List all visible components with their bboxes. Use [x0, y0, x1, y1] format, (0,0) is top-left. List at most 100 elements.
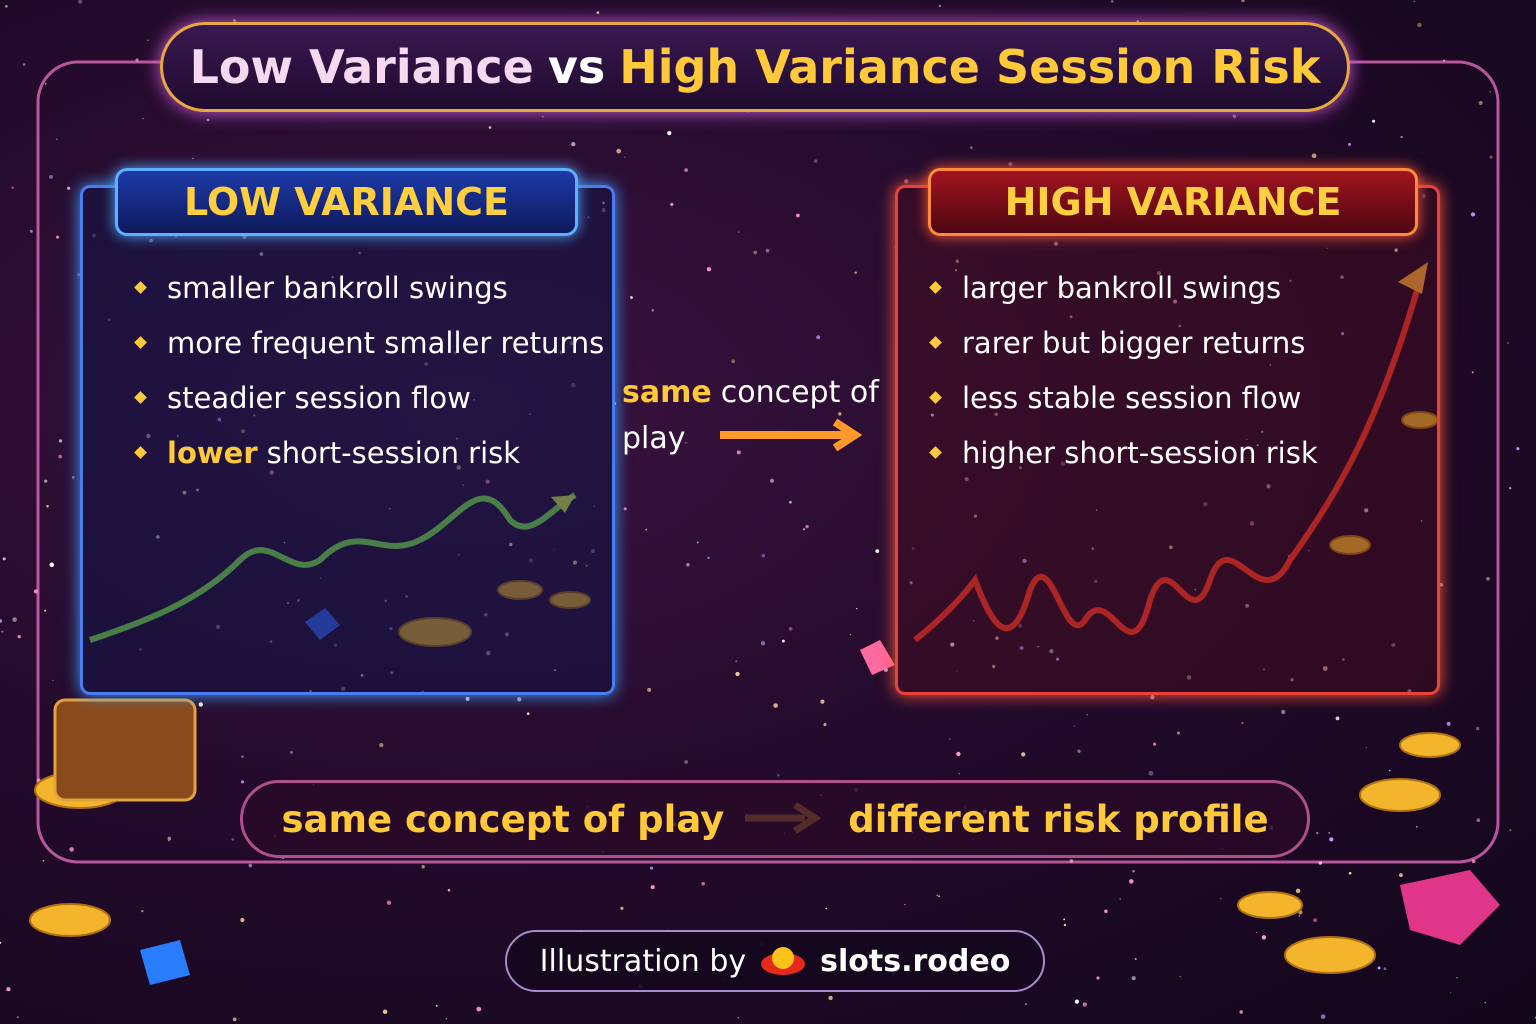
star — [1063, 923, 1067, 927]
star — [701, 881, 705, 886]
star — [856, 607, 858, 610]
star — [761, 553, 766, 558]
star — [936, 894, 939, 897]
item-text: higher short-session risk — [962, 435, 1318, 470]
star — [22, 63, 26, 66]
star — [802, 528, 806, 531]
star — [1129, 879, 1134, 884]
star — [995, 636, 999, 640]
star — [1449, 992, 1452, 994]
star — [71, 476, 75, 479]
star — [948, 738, 951, 740]
star — [52, 679, 54, 682]
star — [823, 723, 827, 727]
star — [909, 581, 913, 585]
star — [838, 412, 842, 416]
star — [231, 838, 235, 841]
footer-prefix: Illustration by — [539, 943, 747, 979]
star — [6, 987, 11, 992]
item-text: rarer but bigger returns — [962, 325, 1306, 360]
star — [1383, 967, 1387, 971]
high-trend-arrow — [1398, 262, 1428, 294]
star — [1177, 731, 1180, 735]
star — [1239, 1010, 1243, 1014]
star — [789, 500, 792, 504]
star — [78, 0, 83, 4]
list-item: lower short-session risk — [130, 425, 604, 480]
high-list: larger bankroll swings rarer but bigger r… — [925, 260, 1318, 480]
star — [488, 126, 492, 129]
star — [969, 146, 973, 150]
star — [1104, 909, 1108, 914]
star — [56, 138, 58, 140]
star — [1298, 915, 1301, 917]
star — [11, 186, 14, 189]
star — [735, 671, 740, 677]
star — [16, 1016, 19, 1019]
star — [1096, 976, 1100, 980]
center-highlight: same — [622, 375, 712, 410]
star — [849, 633, 852, 636]
star — [1022, 558, 1027, 564]
star — [1476, 726, 1480, 731]
star — [735, 660, 738, 663]
star — [526, 712, 530, 716]
star — [1509, 829, 1512, 832]
star — [972, 620, 975, 622]
star — [421, 865, 425, 869]
star — [738, 231, 740, 233]
star — [765, 248, 770, 253]
star — [1255, 931, 1258, 934]
star — [571, 141, 576, 147]
star — [814, 159, 818, 163]
star — [1037, 645, 1039, 648]
star — [1311, 153, 1317, 159]
star — [685, 442, 687, 444]
star — [667, 131, 672, 136]
star — [624, 156, 626, 159]
star — [77, 273, 81, 277]
star — [1134, 957, 1137, 961]
star — [616, 148, 622, 154]
star — [1489, 155, 1493, 159]
star — [1091, 547, 1095, 551]
star — [1372, 119, 1376, 123]
star — [596, 11, 600, 14]
item-text: steadier session flow — [167, 380, 471, 415]
star — [147, 39, 149, 42]
star — [44, 609, 47, 612]
star — [1348, 871, 1352, 875]
star — [630, 296, 633, 299]
star — [49, 174, 53, 179]
star — [731, 359, 736, 364]
low-list: smaller bankroll swings more frequent sma… — [130, 260, 604, 480]
star — [623, 507, 627, 511]
star — [1148, 770, 1154, 776]
star — [382, 1009, 388, 1015]
star — [770, 478, 774, 483]
star — [1421, 193, 1426, 199]
star — [684, 168, 688, 172]
star — [956, 751, 961, 757]
star — [1219, 897, 1222, 900]
star — [1063, 918, 1066, 921]
star — [1484, 1001, 1486, 1004]
star — [958, 773, 960, 775]
star — [938, 895, 940, 897]
star — [1400, 135, 1403, 139]
star — [1420, 520, 1423, 522]
star — [1471, 371, 1474, 374]
star — [1073, 725, 1076, 727]
star — [645, 528, 648, 531]
treasure-chest — [53, 698, 197, 802]
star — [911, 546, 915, 550]
star — [707, 556, 710, 559]
star — [1194, 588, 1197, 591]
star — [956, 670, 958, 672]
footer: Illustration by slots.rodeo — [505, 930, 1045, 992]
star — [1507, 342, 1509, 344]
star — [248, 863, 253, 868]
star — [650, 885, 655, 890]
star — [1415, 825, 1418, 828]
star — [1413, 0, 1416, 3]
